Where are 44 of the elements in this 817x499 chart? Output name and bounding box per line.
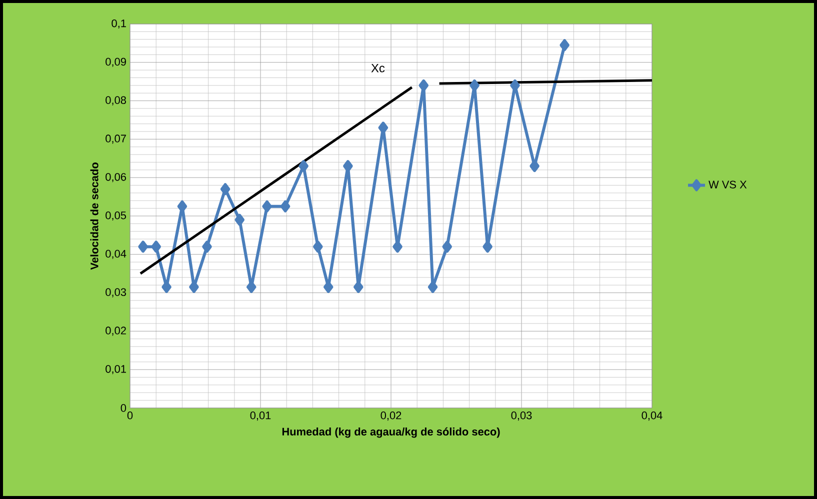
y-tick-label: 0,02 [106, 326, 126, 336]
y-tick-label: 0,08 [106, 96, 126, 106]
y-tick-label: 0,01 [106, 365, 126, 374]
x-axis-title: Humedad (kg de agaua/kg de sólido seco) [282, 427, 500, 438]
annotation: Xc [371, 64, 385, 72]
point [262, 200, 272, 212]
y-tick-label: 0,05 [106, 211, 126, 221]
y-tick-label: 0,04 [106, 250, 126, 259]
point [560, 39, 570, 52]
x-tick-label: 0 [127, 412, 133, 420]
y-tick-label: 0,1 [112, 19, 126, 29]
point [189, 281, 199, 294]
point [177, 200, 188, 212]
point [313, 240, 323, 253]
y-tick-label: 0 [120, 404, 126, 412]
point [220, 183, 230, 196]
y-tick-label: 0,03 [106, 288, 126, 298]
point [234, 214, 245, 226]
x-tick-label: 0,02 [380, 412, 402, 421]
y-tick-label: 0,06 [106, 173, 126, 182]
legend-label: W VS X [708, 180, 747, 188]
point [418, 79, 429, 92]
point [298, 160, 308, 172]
point [246, 281, 256, 294]
point [138, 240, 148, 253]
point [392, 240, 402, 253]
y-tick-label: 0,09 [106, 58, 126, 67]
point [482, 240, 492, 253]
x-tick-label: 0,04 [642, 412, 662, 421]
point [151, 240, 161, 253]
point [510, 79, 520, 92]
y-tick-label: 0,07 [106, 134, 126, 144]
point [354, 281, 364, 294]
x-tick-label: 0,03 [511, 412, 532, 421]
point [162, 281, 172, 294]
point [428, 281, 438, 294]
point [343, 160, 353, 172]
point [442, 240, 452, 253]
x-tick-label: 0,01 [250, 412, 271, 421]
point [378, 122, 388, 134]
y-axis-title: Velocidad de secado [90, 162, 98, 270]
point [470, 79, 480, 92]
point [280, 200, 290, 212]
point [202, 240, 212, 253]
